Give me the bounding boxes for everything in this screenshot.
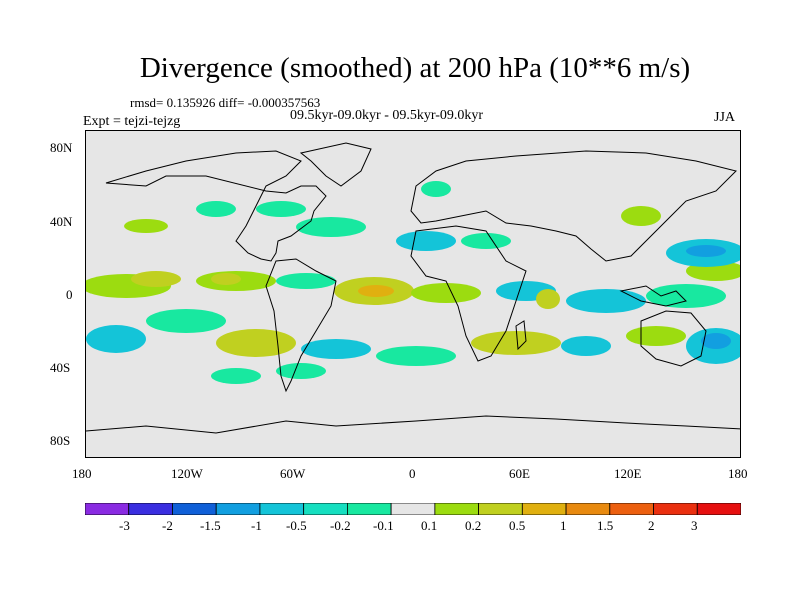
colorbar-segment [346, 503, 392, 515]
field-blob [396, 231, 456, 251]
divergence-field [86, 181, 740, 384]
field-blob [86, 325, 146, 353]
colorbar-segment [609, 503, 654, 515]
field-blob [461, 233, 511, 249]
colorbar-label: 0.1 [421, 518, 438, 533]
colorbar [85, 503, 741, 515]
lat-tick-40n: 40N [50, 214, 73, 229]
field-blob [566, 289, 646, 313]
field-blob [196, 201, 236, 217]
colorbar-segment [85, 503, 130, 515]
coast-greenland [299, 142, 372, 187]
colorbar-label: -0.2 [330, 518, 351, 533]
colorbar-segment [478, 503, 523, 515]
colorbar-label: -0.5 [286, 518, 307, 533]
field-blob [561, 336, 611, 356]
field-blob [301, 339, 371, 359]
lat-tick-80s: 80S [50, 433, 71, 448]
colorbar-segment [696, 503, 741, 515]
lat-tick-40s: 40S [50, 360, 71, 375]
field-blob [146, 309, 226, 333]
field-blob [256, 201, 306, 217]
coast-south-america [265, 258, 337, 393]
coast-north-america [105, 150, 327, 262]
colorbar-segment [303, 503, 348, 515]
map-canvas [86, 142, 740, 434]
colorbar-segment [390, 503, 436, 515]
lat-tick-0: 0 [66, 287, 73, 302]
colorbar-label: 2 [648, 518, 655, 533]
colorbar-label: -1.5 [200, 518, 221, 533]
coast-madagascar [515, 320, 527, 351]
colorbar-segment [653, 503, 698, 515]
field-blob [621, 206, 661, 226]
lon-tick-60e: 60E [509, 466, 530, 481]
lon-tick-120e: 120E [614, 466, 642, 481]
lon-tick-180w: 180 [72, 466, 92, 481]
field-blob [686, 245, 726, 257]
colorbar-segment [434, 503, 479, 515]
colorbar-label: 0.5 [509, 518, 526, 533]
colorbar-label: 3 [691, 518, 698, 533]
field-blob [376, 346, 456, 366]
field-blob [211, 273, 241, 285]
field-blob [421, 181, 451, 197]
coast-africa [410, 225, 527, 362]
lon-tick-60w: 60W [280, 466, 306, 481]
field-blob [296, 217, 366, 237]
colorbar-label: -0.1 [373, 518, 394, 533]
colorbar-label: -2 [162, 518, 173, 533]
map-plot [85, 130, 741, 458]
colorbar-label: -1 [251, 518, 262, 533]
lon-tick-180e: 180 [728, 466, 748, 481]
season-label: JJA [714, 110, 736, 125]
colorbar-segment [565, 503, 611, 515]
field-blob [471, 331, 561, 355]
coastlines [86, 142, 740, 434]
stats-label: rmsd= 0.135926 diff= -0.000357563 [130, 95, 321, 110]
coast-eurasia [410, 150, 737, 262]
coast-australia [640, 310, 707, 367]
field-blob [216, 329, 296, 357]
field-blob [124, 219, 168, 233]
colorbar-label: 1.5 [597, 518, 614, 533]
colorbar-segment [259, 503, 305, 515]
field-blob [701, 333, 731, 349]
colorbar-segment [128, 503, 173, 515]
field-blob [536, 289, 560, 309]
colorbar-label: 1 [560, 518, 567, 533]
colorbar-label: 0.2 [465, 518, 482, 533]
lat-tick-80n: 80N [50, 140, 73, 155]
coast-indonesia [619, 285, 687, 307]
period-label: 09.5kyr-09.0kyr - 09.5kyr-09.0kyr [290, 108, 484, 123]
colorbar-segment [215, 503, 261, 515]
field-blob [211, 368, 261, 384]
field-blob [358, 285, 394, 297]
colorbar-segment [521, 503, 567, 515]
lon-tick-120w: 120W [171, 466, 203, 481]
experiment-label: Expt = tejzi-tejzg [83, 114, 181, 129]
coast-antarctica [86, 415, 740, 434]
colorbar-label: -3 [119, 518, 130, 533]
plot-title: Divergence (smoothed) at 200 hPa (10**6 … [139, 52, 691, 84]
field-blob [276, 273, 336, 289]
field-blob [626, 326, 686, 346]
colorbar-segment [172, 503, 217, 515]
lon-tick-0: 0 [409, 466, 416, 481]
field-blob [646, 284, 726, 308]
field-blob [276, 363, 326, 379]
field-blob [131, 271, 181, 287]
field-blob [411, 283, 481, 303]
